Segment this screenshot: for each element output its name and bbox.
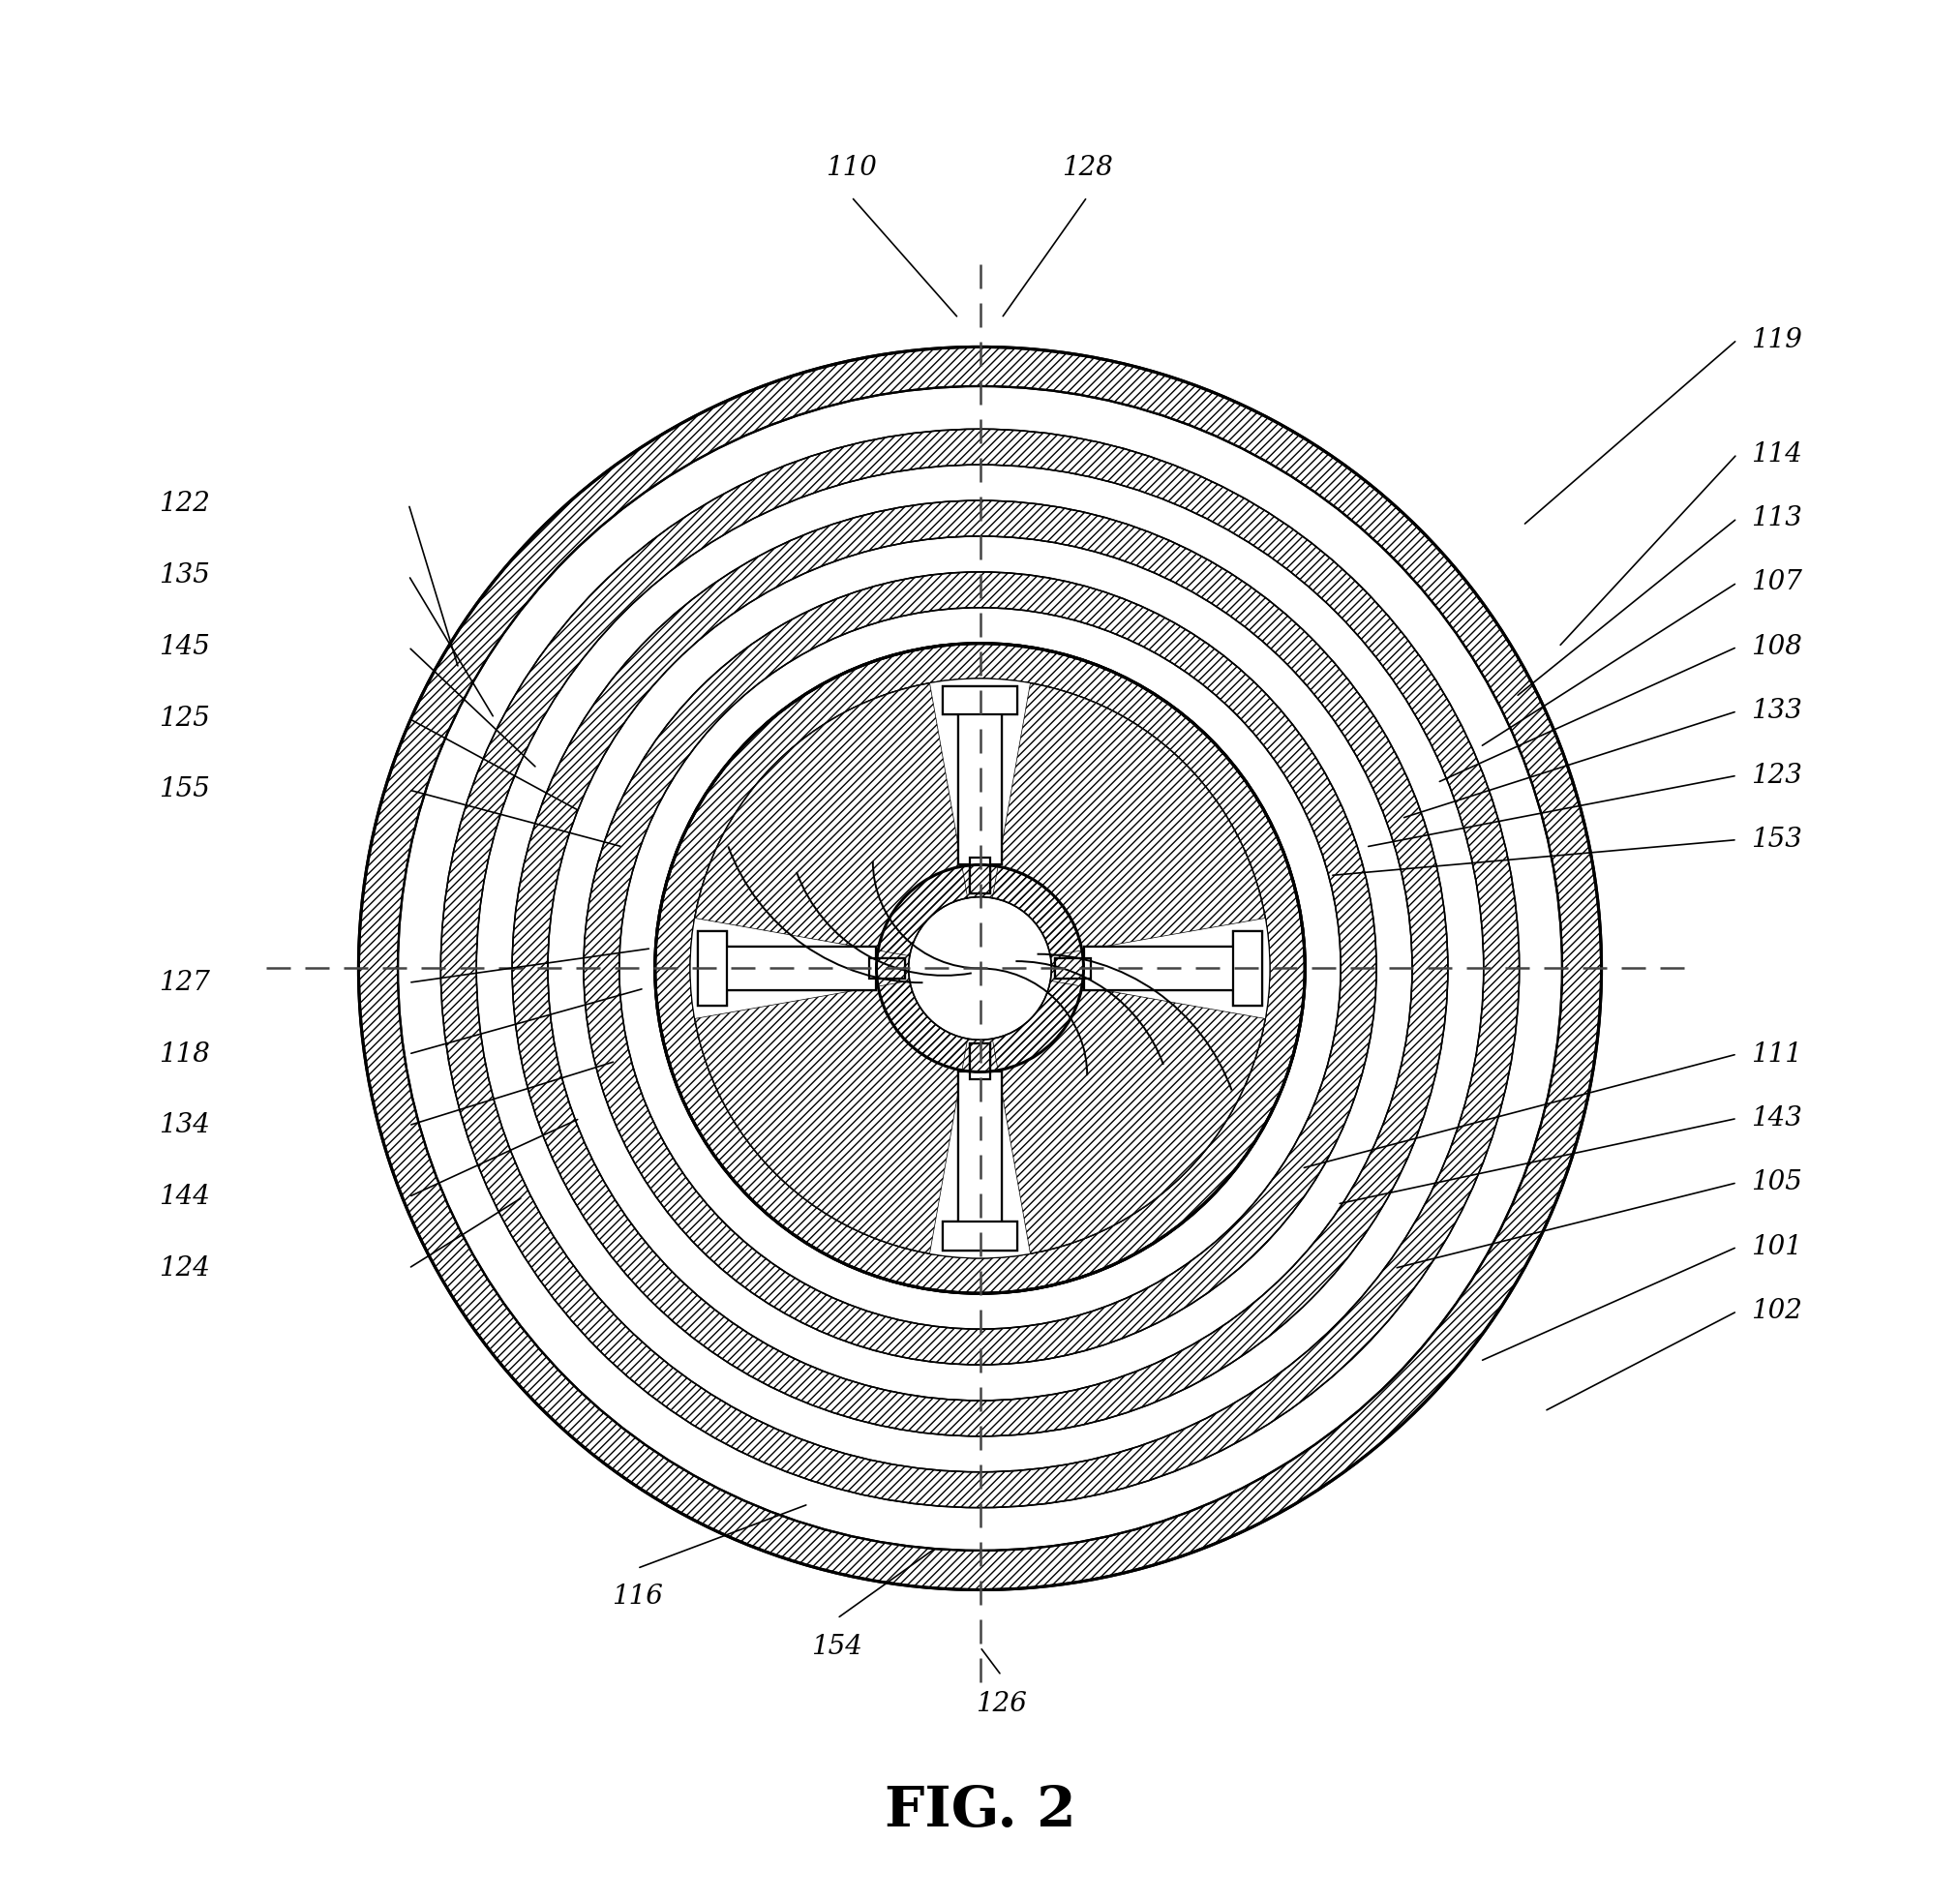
Text: 122: 122 (159, 490, 210, 517)
Polygon shape (870, 958, 906, 979)
Polygon shape (1084, 947, 1249, 990)
Text: 116: 116 (612, 1584, 662, 1610)
Text: 107: 107 (1752, 570, 1803, 595)
Text: 123: 123 (1752, 762, 1803, 789)
Polygon shape (711, 947, 876, 990)
Polygon shape (943, 1222, 1017, 1251)
Text: 133: 133 (1752, 698, 1803, 724)
Text: 111: 111 (1752, 1042, 1803, 1066)
Polygon shape (943, 1222, 1017, 1251)
Text: 127: 127 (159, 970, 210, 996)
Polygon shape (698, 931, 727, 1006)
Text: FIG. 2: FIG. 2 (884, 1785, 1076, 1838)
Polygon shape (870, 958, 906, 979)
Text: 134: 134 (159, 1112, 210, 1139)
Polygon shape (1233, 931, 1262, 1006)
Text: 124: 124 (159, 1255, 210, 1281)
Text: 155: 155 (159, 778, 210, 802)
Text: 154: 154 (811, 1633, 862, 1660)
Text: 108: 108 (1752, 633, 1803, 660)
Polygon shape (958, 1072, 1002, 1236)
Polygon shape (970, 857, 990, 893)
Text: 118: 118 (159, 1042, 210, 1066)
Polygon shape (943, 686, 1017, 715)
Circle shape (909, 897, 1051, 1040)
Text: 113: 113 (1752, 506, 1803, 532)
Text: 114: 114 (1752, 441, 1803, 468)
Circle shape (549, 536, 1411, 1401)
Circle shape (619, 608, 1341, 1329)
Polygon shape (958, 700, 1002, 865)
Text: 119: 119 (1752, 327, 1803, 354)
Text: 144: 144 (159, 1184, 210, 1211)
Text: 143: 143 (1752, 1104, 1803, 1131)
Text: 105: 105 (1752, 1169, 1803, 1196)
Text: 128: 128 (1062, 156, 1113, 181)
Circle shape (655, 643, 1305, 1293)
Text: 110: 110 (825, 156, 876, 181)
Polygon shape (958, 700, 1002, 865)
Text: 101: 101 (1752, 1234, 1803, 1260)
Text: 135: 135 (159, 563, 210, 589)
Polygon shape (970, 857, 990, 893)
Text: 145: 145 (159, 633, 210, 660)
Polygon shape (1233, 931, 1262, 1006)
Polygon shape (943, 686, 1017, 715)
Text: 125: 125 (159, 705, 210, 732)
Polygon shape (1084, 947, 1249, 990)
Polygon shape (1054, 958, 1090, 979)
Polygon shape (1054, 958, 1090, 979)
Polygon shape (958, 1072, 1002, 1236)
Circle shape (476, 464, 1484, 1471)
Text: 102: 102 (1752, 1298, 1803, 1325)
Polygon shape (698, 931, 727, 1006)
Circle shape (398, 386, 1562, 1551)
Polygon shape (711, 947, 876, 990)
Text: 153: 153 (1752, 827, 1803, 854)
Circle shape (690, 679, 1270, 1258)
Text: 126: 126 (976, 1692, 1027, 1717)
Polygon shape (970, 1044, 990, 1080)
Polygon shape (970, 1044, 990, 1080)
